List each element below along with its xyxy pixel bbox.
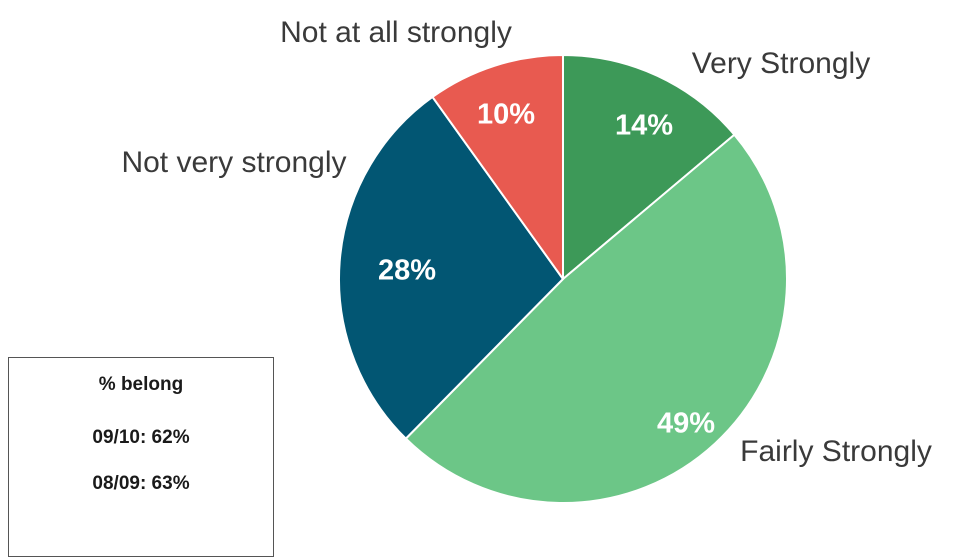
data-label-not-very-strongly: 28%	[378, 255, 436, 287]
pie-slice-not-very-strongly	[338, 95, 564, 440]
data-label-fairly-strongly: 49%	[657, 408, 715, 440]
pie-slice-not-at-all-strongly	[431, 54, 564, 280]
category-label-very-strongly: Very Strongly	[692, 47, 870, 80]
pie-slices	[338, 54, 788, 504]
summary-row-0910: 09/10: 62%	[92, 427, 190, 448]
data-label-not-at-all-strongly: 10%	[477, 99, 535, 131]
category-label-not-at-all-strongly: Not at all strongly	[280, 16, 512, 49]
belong-summary-box: % belong 09/10: 62% 08/09: 63%	[8, 357, 274, 557]
pie-slice-fairly-strongly	[404, 133, 788, 504]
pie-slice-very-strongly	[562, 54, 736, 280]
summary-row-0809: 08/09: 63%	[92, 473, 190, 494]
category-label-not-very-strongly: Not very strongly	[121, 146, 346, 179]
data-label-very-strongly: 14%	[615, 110, 673, 142]
category-label-fairly-strongly: Fairly Strongly	[740, 435, 932, 468]
summary-title: % belong	[98, 374, 184, 395]
